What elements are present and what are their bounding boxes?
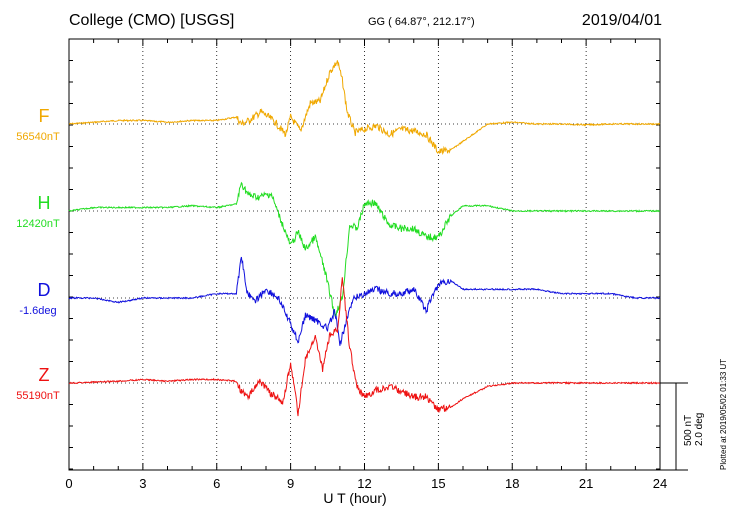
series-layer xyxy=(68,60,661,417)
channel-name-f: F xyxy=(38,106,50,126)
x-tick-label: 24 xyxy=(652,476,668,491)
station-title: College (CMO) [USGS] xyxy=(69,12,235,29)
scale-deg-label: 2.0 deg xyxy=(694,412,705,446)
scale-bar xyxy=(660,382,688,471)
x-tick-label: 0 xyxy=(65,476,73,491)
channel-baseline-d: -1.6deg xyxy=(19,305,57,317)
x-tick-label: 15 xyxy=(431,476,446,491)
x-tick-label: 18 xyxy=(505,476,520,491)
series-line-z xyxy=(68,277,661,417)
x-axis-label: U T (hour) xyxy=(323,490,387,506)
channel-name-z: Z xyxy=(38,365,50,385)
grid-layer xyxy=(69,39,660,470)
x-tick-label: 3 xyxy=(139,476,147,491)
x-tick-label: 9 xyxy=(287,476,295,491)
series-line-d xyxy=(68,256,661,346)
series-line-f xyxy=(69,60,661,155)
channel-baseline-z: 55190nT xyxy=(16,390,60,402)
channel-name-h: H xyxy=(37,193,51,213)
plotted-at-label: Plotted at 2019/05/02 01:33 UT xyxy=(719,358,728,470)
scale-nt-label: 500 nT xyxy=(683,414,694,446)
coords-label: GG ( 64.87°, 212.17°) xyxy=(368,16,475,28)
x-tick-label: 12 xyxy=(357,476,372,491)
series-line-h xyxy=(68,181,661,318)
channel-name-d: D xyxy=(37,280,51,300)
channel-baseline-h: 12420nT xyxy=(16,218,60,230)
x-tick-label: 21 xyxy=(578,476,594,491)
date-label: 2019/04/01 xyxy=(581,12,662,29)
x-tick-label: 6 xyxy=(213,476,221,491)
channel-baseline-f: 56540nT xyxy=(16,131,60,143)
